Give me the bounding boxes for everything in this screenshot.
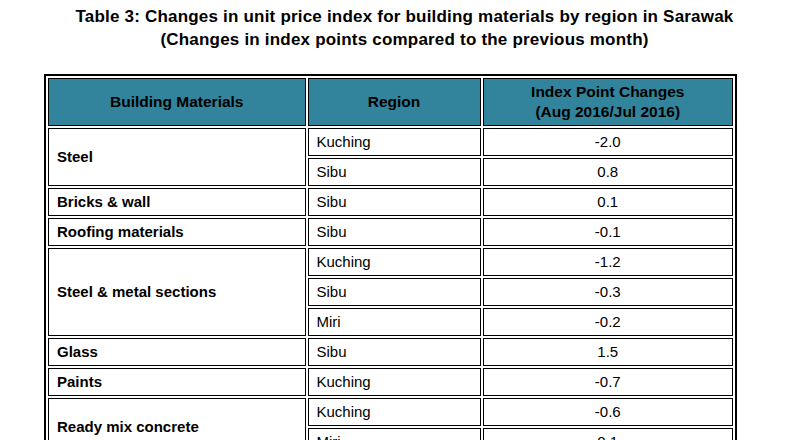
table-row: Paints Kuching -0.7 (48, 368, 733, 396)
table-row: Roofing materials Sibu -0.1 (48, 218, 733, 246)
value-cell: -0.1 (483, 218, 733, 246)
table-header-row: Building Materials Region Index Point Ch… (48, 78, 733, 126)
region-cell: Sibu (308, 158, 481, 186)
table-title: Table 3: Changes in unit price index for… (0, 0, 809, 52)
value-cell: -1.2 (483, 248, 733, 276)
table-row: Bricks & wall Sibu 0.1 (48, 188, 733, 216)
material-cell-steel: Steel (48, 128, 306, 186)
material-cell-roofing-materials: Roofing materials (48, 218, 306, 246)
region-cell: Kuching (308, 128, 481, 156)
region-cell: Miri (308, 428, 481, 440)
header-index-point-changes: Index Point Changes (Aug 2016/Jul 2016) (483, 78, 733, 126)
material-cell-steel-metal-sections: Steel & metal sections (48, 248, 306, 336)
region-cell: Sibu (308, 218, 481, 246)
region-cell: Sibu (308, 338, 481, 366)
table-row: Glass Sibu 1.5 (48, 338, 733, 366)
value-cell: -0.6 (483, 398, 733, 426)
table-row: Steel Kuching -2.0 (48, 128, 733, 156)
material-cell-paints: Paints (48, 368, 306, 396)
value-cell: 0.1 (483, 428, 733, 440)
material-cell-glass: Glass (48, 338, 306, 366)
table-title-line2: (Changes in index points compared to the… (0, 29, 809, 52)
region-cell: Miri (308, 308, 481, 336)
value-cell: -0.3 (483, 278, 733, 306)
region-cell: Kuching (308, 368, 481, 396)
value-cell: 0.8 (483, 158, 733, 186)
material-cell-ready-mix-concrete: Ready mix concrete (48, 398, 306, 440)
header-index-line1: Index Point Changes (492, 82, 724, 102)
value-cell: 1.5 (483, 338, 733, 366)
region-cell: Sibu (308, 278, 481, 306)
region-cell: Kuching (308, 398, 481, 426)
value-cell: -0.7 (483, 368, 733, 396)
region-cell: Kuching (308, 248, 481, 276)
material-cell-bricks-wall: Bricks & wall (48, 188, 306, 216)
value-cell: -2.0 (483, 128, 733, 156)
header-region: Region (308, 78, 481, 126)
header-building-materials: Building Materials (48, 78, 306, 126)
building-materials-table: Building Materials Region Index Point Ch… (44, 74, 737, 440)
region-cell: Sibu (308, 188, 481, 216)
table-row: Ready mix concrete Kuching -0.6 (48, 398, 733, 426)
value-cell: 0.1 (483, 188, 733, 216)
table-row: Steel & metal sections Kuching -1.2 (48, 248, 733, 276)
value-cell: -0.2 (483, 308, 733, 336)
header-index-line2: (Aug 2016/Jul 2016) (492, 102, 724, 122)
table-title-line1: Table 3: Changes in unit price index for… (0, 6, 809, 29)
